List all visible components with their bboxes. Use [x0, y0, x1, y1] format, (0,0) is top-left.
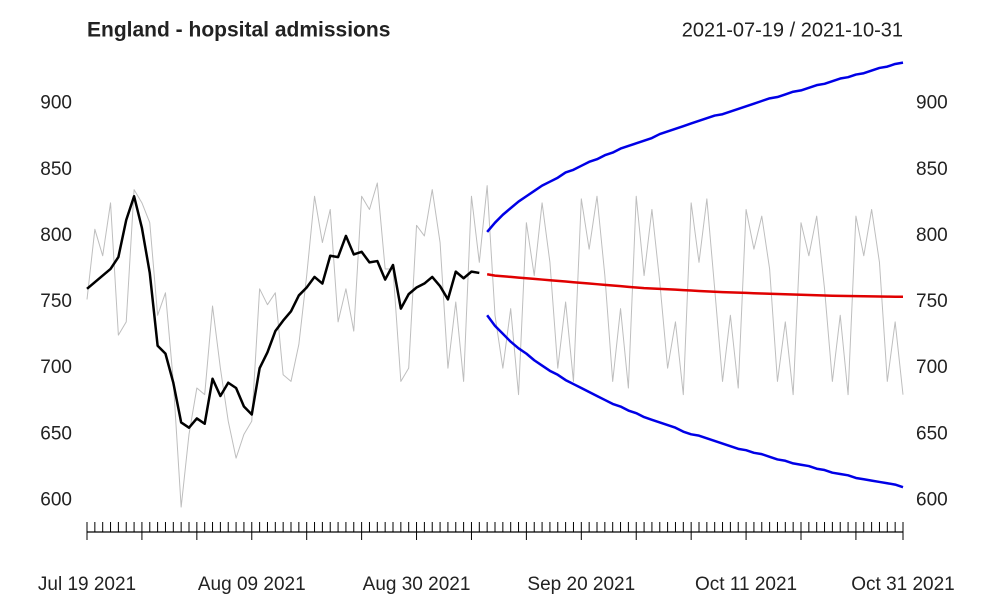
- x-tick-label: Aug 30 2021: [363, 574, 471, 595]
- chart-subtitle: 2021-07-19 / 2021-10-31: [682, 19, 903, 41]
- y-tick-label: 800: [40, 225, 72, 246]
- series-line: [486, 61, 904, 233]
- y-tick-label: 650: [40, 423, 72, 444]
- y-tick-label: 850: [40, 159, 72, 180]
- y-tick-label: 750: [40, 291, 72, 312]
- y-tick-label: 900: [40, 93, 72, 114]
- y2-tick-label: 850: [916, 159, 948, 180]
- series-line: [486, 273, 903, 299]
- y-tick-label: 700: [40, 357, 72, 378]
- series-line: [86, 182, 904, 508]
- y2-tick-label: 900: [916, 93, 948, 114]
- x-tick-label: Aug 09 2021: [198, 574, 306, 595]
- chart-title: England - hopsital admissions: [87, 19, 390, 42]
- x-tick-label: Jul 19 2021: [38, 574, 136, 595]
- y2-tick-label: 700: [916, 357, 948, 378]
- series-line: [486, 314, 904, 489]
- x-tick-label: Oct 11 2021: [695, 574, 797, 595]
- x-tick-label: Sep 20 2021: [527, 574, 635, 595]
- x-tick-label: Oct 31 2021: [851, 574, 955, 595]
- y2-tick-label: 750: [916, 291, 948, 312]
- series-line: [86, 194, 480, 429]
- y2-tick-label: 800: [916, 225, 948, 246]
- y-tick-label: 600: [40, 489, 72, 510]
- y2-tick-label: 600: [916, 489, 948, 510]
- y2-tick-label: 650: [916, 423, 948, 444]
